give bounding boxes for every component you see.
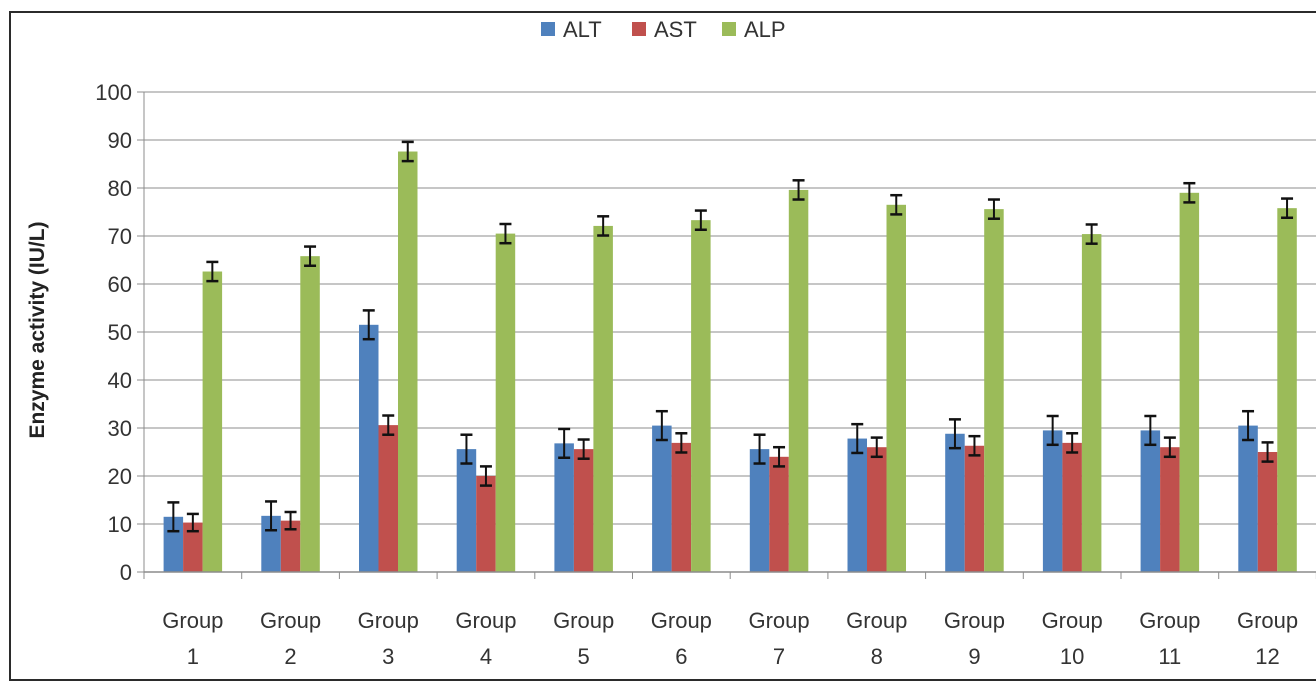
x-tick-label: 7 — [773, 644, 785, 669]
x-tick-label: 5 — [578, 644, 590, 669]
bars — [163, 151, 1297, 573]
legend-swatch-alt — [541, 22, 555, 36]
x-tick-label: Group — [748, 608, 809, 633]
bar-alp — [691, 220, 711, 572]
y-tick-label: 100 — [95, 80, 132, 105]
bar-alt — [456, 449, 477, 572]
bar-ast — [1062, 442, 1082, 572]
x-tick-label: Group — [1042, 608, 1103, 633]
legend-label-alt: ALT — [563, 17, 602, 42]
x-tick-label: Group — [1139, 608, 1200, 633]
bar-alp — [495, 233, 516, 572]
bar-alp — [300, 256, 320, 572]
bar-alp — [984, 209, 1004, 572]
bar-ast — [964, 445, 985, 572]
x-tick-label: Group — [162, 608, 223, 633]
x-tick-label: Group — [455, 608, 516, 633]
bar-alp — [593, 225, 613, 573]
bar-alp — [1081, 234, 1102, 572]
bar-alt — [1238, 425, 1258, 572]
bar-ast — [671, 442, 692, 572]
bar-alt — [359, 324, 379, 572]
x-tick-label: Group — [1237, 608, 1298, 633]
y-tick-label: 70 — [108, 224, 132, 249]
bar-alp — [788, 189, 809, 573]
x-tick-label: Group — [358, 608, 419, 633]
x-tick-label: Group — [944, 608, 1005, 633]
bar-ast — [867, 447, 887, 572]
bar-alp — [202, 271, 223, 572]
legend: ALT AST ALP — [541, 17, 786, 42]
x-tick-label: 11 — [1158, 644, 1181, 669]
x-axis — [143, 92, 1316, 579]
error-bars — [167, 140, 1294, 533]
x-tick-label: 4 — [480, 644, 492, 669]
bar-alp — [1179, 192, 1200, 573]
y-axis-ticks: 0 10 20 30 40 50 60 70 80 90 100 — [95, 80, 144, 585]
bar-ast — [1257, 452, 1278, 572]
y-tick-label: 0 — [120, 560, 132, 585]
x-tick-label: Group — [846, 608, 907, 633]
legend-label-alp: ALP — [744, 17, 786, 42]
bar-ast — [183, 522, 203, 572]
legend-swatch-ast — [632, 22, 646, 36]
x-tick-label: 10 — [1060, 644, 1084, 669]
y-tick-label: 20 — [108, 464, 132, 489]
legend-swatch-alp — [722, 22, 736, 36]
bar-alt — [945, 433, 965, 572]
bar-alt — [554, 443, 574, 572]
y-tick-label: 30 — [108, 416, 132, 441]
bar-ast — [573, 449, 594, 572]
bar-alt — [1140, 430, 1161, 572]
bar-alt — [1042, 430, 1063, 572]
y-tick-label: 90 — [108, 128, 132, 153]
x-tick-label: Group — [553, 608, 614, 633]
x-tick-label: 1 — [187, 644, 199, 669]
bar-alp — [398, 151, 418, 572]
y-tick-label: 40 — [108, 368, 132, 393]
y-tick-label: 60 — [108, 272, 132, 297]
legend-label-ast: AST — [654, 17, 697, 42]
bar-alt — [652, 425, 672, 572]
bar-ast — [378, 425, 398, 572]
bar-ast — [476, 476, 496, 572]
x-tick-label: 8 — [871, 644, 883, 669]
x-tick-label: 2 — [284, 644, 296, 669]
bar-ast — [280, 520, 301, 572]
bar-alp — [886, 204, 906, 573]
y-tick-label: 10 — [108, 512, 132, 537]
bar-alt — [847, 438, 867, 572]
bar-alt — [749, 449, 770, 572]
y-tick-label: 80 — [108, 176, 132, 201]
x-tick-label: Group — [651, 608, 712, 633]
bar-alp — [1277, 208, 1297, 572]
x-tick-label: 12 — [1255, 644, 1279, 669]
y-tick-label: 50 — [108, 320, 132, 345]
x-axis-labels: Group 1 Group 2 Group 3 Group 4 Group 5 Group 6 Grou… — [162, 608, 1298, 669]
bar-ast — [1160, 447, 1180, 572]
x-tick-label: 3 — [382, 644, 394, 669]
bar-ast — [769, 456, 789, 572]
x-tick-label: 9 — [968, 644, 980, 669]
x-tick-label: 6 — [675, 644, 687, 669]
y-axis-label: Enzyme activity (IU/L) — [26, 221, 49, 438]
x-tick-label: Group — [260, 608, 321, 633]
